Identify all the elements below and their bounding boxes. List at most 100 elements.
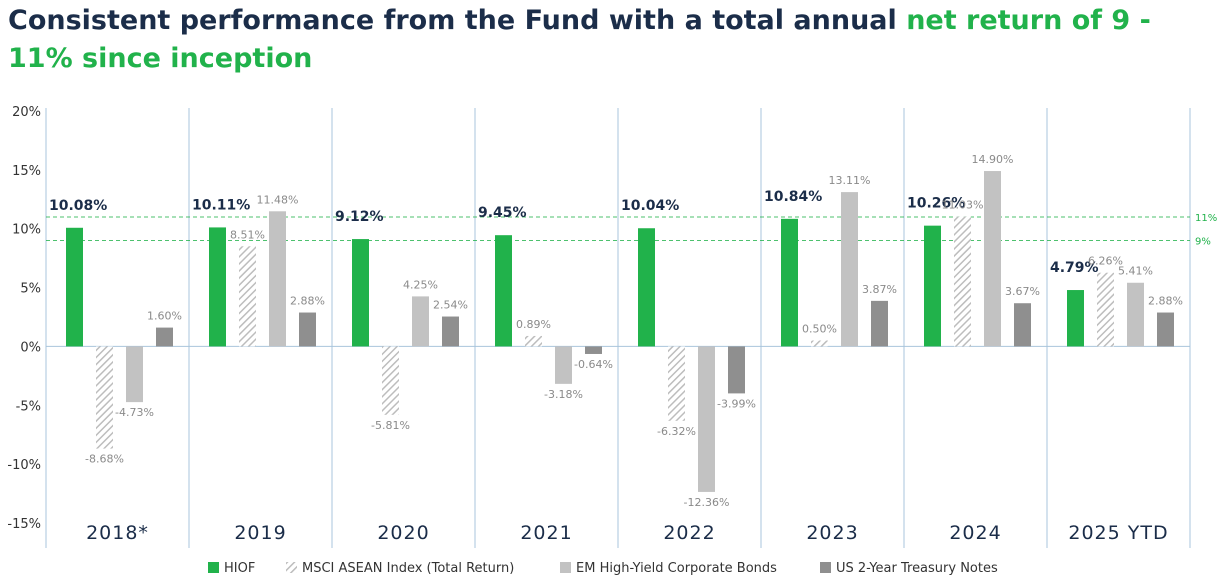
data-label: -8.68% <box>85 453 124 466</box>
bar-us-2-year-treasury-notes <box>299 312 316 347</box>
bar-us-2-year-treasury-notes <box>1157 312 1174 347</box>
legend-item: HIOF <box>208 561 255 576</box>
data-label: 2.54% <box>433 299 468 312</box>
bar-em-high-yield-corporate-bonds <box>1127 282 1144 347</box>
title-text: Consistent performance from the Fund wit… <box>8 5 907 36</box>
bar-us-2-year-treasury-notes <box>1014 303 1031 347</box>
bar-hiof <box>1067 290 1084 347</box>
bar-us-2-year-treasury-notes <box>728 346 745 394</box>
data-label: 10.11% <box>192 197 250 213</box>
data-label: 14.90% <box>972 153 1014 166</box>
bar-em-high-yield-corporate-bonds <box>555 346 572 384</box>
legend-label: US 2-Year Treasury Notes <box>836 561 998 576</box>
data-label: 8.51% <box>230 228 265 241</box>
x-category-label: 2019 <box>234 522 286 544</box>
data-label: -5.81% <box>371 419 410 432</box>
data-label: 3.67% <box>1005 285 1040 298</box>
y-tick-label: 20% <box>12 105 41 120</box>
bar-em-high-yield-corporate-bonds <box>126 346 143 403</box>
legend-item: US 2-Year Treasury Notes <box>820 561 998 576</box>
data-label: 0.89% <box>516 318 551 331</box>
data-label: -12.36% <box>684 496 730 509</box>
bar-msci-asean-index-total-return <box>525 335 542 347</box>
bar-em-high-yield-corporate-bonds <box>984 171 1001 347</box>
data-label: 6.26% <box>1088 255 1123 268</box>
data-label: 10.04% <box>621 198 679 214</box>
bar-em-high-yield-corporate-bonds <box>412 296 429 347</box>
y-tick-label: 10% <box>12 223 41 238</box>
bar-us-2-year-treasury-notes <box>442 316 459 347</box>
bar-us-2-year-treasury-notes <box>871 300 888 347</box>
bar-us-2-year-treasury-notes <box>156 327 173 347</box>
y-tick-label: 5% <box>20 282 41 297</box>
bar-msci-asean-index-total-return <box>668 346 685 421</box>
data-label: -3.99% <box>717 397 756 410</box>
y-tick-label: 15% <box>12 164 41 179</box>
legend-label: MSCI ASEAN Index (Total Return) <box>302 561 514 576</box>
bar-msci-asean-index-total-return <box>239 246 256 347</box>
data-label: 10.08% <box>49 198 107 214</box>
gridlines <box>45 108 1191 548</box>
legend-label: EM High-Yield Corporate Bonds <box>576 561 777 576</box>
bar-msci-asean-index-total-return <box>96 346 113 449</box>
y-tick-label: -10% <box>7 458 41 473</box>
data-label: 11.48% <box>257 193 299 206</box>
legend-swatch <box>286 562 297 573</box>
y-tick-label: 0% <box>20 340 41 355</box>
legend-swatch <box>208 562 219 573</box>
bar-em-high-yield-corporate-bonds <box>269 211 286 347</box>
x-category-label: 2021 <box>520 522 572 544</box>
bar-hiof <box>495 235 512 347</box>
bar-us-2-year-treasury-notes <box>585 346 602 354</box>
data-label: 10.26% <box>907 196 965 212</box>
bar-hiof <box>66 227 83 347</box>
bar-msci-asean-index-total-return <box>811 340 828 347</box>
legend-swatch <box>560 562 571 573</box>
title-highlight: net return of 9 - 11% since inception <box>8 5 1151 74</box>
legend-item: EM High-Yield Corporate Bonds <box>560 561 777 576</box>
x-category-label: 2020 <box>377 522 429 544</box>
y-tick-label: -15% <box>7 517 41 532</box>
data-label: 13.11% <box>829 174 871 187</box>
data-label: -6.32% <box>657 425 696 438</box>
bar-msci-asean-index-total-return <box>1097 272 1114 347</box>
legend-item: MSCI ASEAN Index (Total Return) <box>286 561 514 576</box>
bar-hiof <box>924 225 941 347</box>
bar-hiof <box>781 218 798 347</box>
data-label: -4.73% <box>115 406 154 419</box>
axes: 20% 15% 10% 5% 0% -5% -10% -15% 2018* 2019 2020 202… <box>7 105 1167 544</box>
data-label: -3.18% <box>544 388 583 401</box>
reference-line-label: 11% <box>1195 213 1217 224</box>
bar-msci-asean-index-total-return <box>954 216 971 347</box>
x-category-label: 2023 <box>806 522 858 544</box>
data-label: 9.45% <box>478 205 527 221</box>
bar-hiof <box>209 227 226 347</box>
data-label: 0.50% <box>802 323 837 336</box>
bars <box>66 171 1174 492</box>
bar-em-high-yield-corporate-bonds <box>841 192 858 347</box>
legend-swatch <box>820 562 831 573</box>
data-label: 5.41% <box>1118 265 1153 278</box>
data-label: 3.87% <box>862 283 897 296</box>
legend-label: HIOF <box>224 561 255 576</box>
bar-msci-asean-index-total-return <box>382 346 399 415</box>
bar-hiof <box>638 228 655 347</box>
data-label: 2.88% <box>290 295 325 308</box>
x-category-label: 2024 <box>949 522 1001 544</box>
y-tick-label: -5% <box>16 399 41 414</box>
data-label: 4.79% <box>1050 260 1099 276</box>
bar-hiof <box>352 239 369 347</box>
x-category-label: 2022 <box>663 522 715 544</box>
data-label: 9.12% <box>335 209 384 225</box>
data-label: 2.88% <box>1148 295 1183 308</box>
data-labels: 10.08% 10.11% 9.12% 9.45% 10.04% 10.84% 10.26%… <box>49 153 1183 509</box>
data-label: 1.60% <box>147 310 182 323</box>
reference-line-label: 9% <box>1195 236 1211 247</box>
data-label: 11.03% <box>942 199 984 212</box>
data-label: -0.64% <box>574 358 613 371</box>
data-label: 10.84% <box>764 189 822 205</box>
chart-title: Consistent performance from the Fund wit… <box>8 2 1208 78</box>
data-label: 4.25% <box>403 278 438 291</box>
x-category-label: 2018* <box>86 522 149 544</box>
